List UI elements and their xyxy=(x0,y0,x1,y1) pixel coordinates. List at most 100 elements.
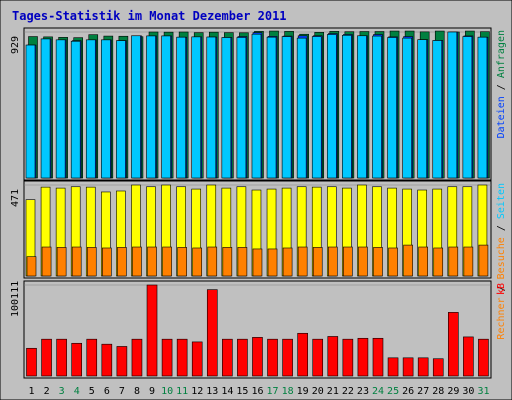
bar-besuche-30 xyxy=(463,246,474,277)
bar-dateien-2 xyxy=(40,38,51,179)
bar-dateien-1 xyxy=(25,44,36,179)
bar-besuche-28 xyxy=(433,247,444,277)
bar-dateien-24 xyxy=(372,35,382,179)
x-label-day-10: 10 xyxy=(161,386,173,397)
bar-kb-10 xyxy=(161,338,173,377)
bar-besuche-21 xyxy=(327,246,338,277)
bar-dateien-12 xyxy=(191,36,202,179)
bar-dateien-29 xyxy=(447,31,458,179)
x-label-day-29: 29 xyxy=(447,386,459,397)
bar-kb-9 xyxy=(146,284,158,377)
bar-dateien-14 xyxy=(221,37,232,179)
bar-dateien-13 xyxy=(206,36,217,179)
x-label-day-21: 21 xyxy=(327,386,339,397)
bar-dateien-5 xyxy=(85,39,96,179)
bar-besuche-19 xyxy=(297,246,308,277)
bar-kb-6 xyxy=(101,343,113,377)
right-label-mid: Rechner / Besuche / Seiten xyxy=(496,183,507,340)
bar-dateien-26 xyxy=(402,37,412,179)
bar-kb-7 xyxy=(116,346,128,377)
x-label-day-17: 17 xyxy=(267,386,279,397)
bar-kb-21 xyxy=(327,336,339,377)
bar-kb-2 xyxy=(41,338,52,377)
x-label-day-30: 30 xyxy=(462,386,474,397)
bar-kb-8 xyxy=(131,338,143,377)
bar-besuche-26 xyxy=(403,244,413,277)
x-label-day-14: 14 xyxy=(221,386,233,397)
bar-besuche-31 xyxy=(478,244,489,277)
bar-kb-29 xyxy=(448,312,459,377)
x-label-day-11: 11 xyxy=(176,386,188,397)
x-label-day-25: 25 xyxy=(387,386,399,397)
y-max-label-bottom: 100111 xyxy=(10,281,21,317)
bar-kb-24 xyxy=(372,337,384,377)
right-label-part: Dateien xyxy=(496,96,507,138)
bar-dateien-7 xyxy=(116,40,126,179)
x-label-day-22: 22 xyxy=(342,386,354,397)
bar-besuche-7 xyxy=(117,247,127,277)
x-label-day-27: 27 xyxy=(417,386,429,397)
bar-dateien-3 xyxy=(55,39,66,179)
panel-mid: 471 Rechner / Besuche / Seiten xyxy=(10,180,507,340)
chart-title: Tages-Statistik im Monat Dezember 2011 xyxy=(12,9,287,23)
bar-kb-5 xyxy=(86,338,98,377)
panel-top: 929 Dateien / Anfragen xyxy=(10,27,507,181)
bar-kb-26 xyxy=(402,357,414,377)
bar-dateien-10 xyxy=(161,35,171,179)
right-label-part: Seiten xyxy=(496,183,507,219)
bar-besuche-17 xyxy=(267,248,278,277)
x-label-day-31: 31 xyxy=(477,386,489,397)
bar-kb-4 xyxy=(71,342,82,377)
bar-besuche-3 xyxy=(56,247,67,277)
x-label-day-13: 13 xyxy=(206,386,218,397)
x-label-day-1: 1 xyxy=(29,386,35,397)
bar-kb-1 xyxy=(26,347,37,377)
x-label-day-24: 24 xyxy=(372,386,384,397)
bar-dateien-9 xyxy=(146,35,156,179)
x-label-day-16: 16 xyxy=(251,386,263,397)
x-label-day-2: 2 xyxy=(44,386,50,397)
bar-dateien-19 xyxy=(296,37,307,179)
bar-kb-13 xyxy=(206,289,218,377)
bar-kb-18 xyxy=(282,338,293,377)
bar-kb-25 xyxy=(387,357,399,377)
right-label-part: Anfragen xyxy=(496,30,507,78)
bar-besuche-27 xyxy=(418,246,428,277)
bar-besuche-6 xyxy=(102,247,112,277)
bar-besuche-15 xyxy=(237,247,248,277)
x-label-day-5: 5 xyxy=(89,386,95,397)
bar-dateien-31 xyxy=(477,36,488,179)
x-label-day-18: 18 xyxy=(282,386,294,397)
bar-besuche-16 xyxy=(252,248,263,277)
x-label-day-8: 8 xyxy=(134,386,140,397)
bar-besuche-1 xyxy=(26,256,37,277)
x-label-day-23: 23 xyxy=(357,386,369,397)
bar-dateien-30 xyxy=(462,36,473,179)
bar-besuche-24 xyxy=(373,247,383,277)
x-label-day-12: 12 xyxy=(191,386,203,397)
bar-dateien-11 xyxy=(176,36,186,179)
x-label-day-9: 9 xyxy=(149,386,155,397)
bar-besuche-14 xyxy=(222,247,233,277)
x-label-day-7: 7 xyxy=(119,386,125,397)
bar-besuche-4 xyxy=(71,246,82,277)
bar-kb-12 xyxy=(191,341,203,377)
bar-besuche-10 xyxy=(162,246,172,277)
bar-dateien-25 xyxy=(387,37,397,179)
panels: 929 Dateien / Anfragen 471 Rechner / Besuch… xyxy=(10,27,507,379)
bar-kb-16 xyxy=(252,337,263,377)
bar-dateien-6 xyxy=(101,39,111,179)
bar-besuche-23 xyxy=(358,246,368,277)
right-label-part: kB xyxy=(496,283,507,295)
bar-besuche-18 xyxy=(282,247,293,277)
x-label-day-3: 3 xyxy=(59,386,65,397)
bar-kb-28 xyxy=(432,358,444,377)
x-axis-labels: 1 2 3 4 5 6 7 8 9 10 11 12 13 14 15 16 17 18 19 20 21 22 23 24 2… xyxy=(29,386,490,397)
panel-bottom: 100111 kB xyxy=(10,280,507,379)
bar-dateien-23 xyxy=(357,35,367,179)
bar-dateien-4 xyxy=(70,40,81,179)
bar-kb-3 xyxy=(56,338,67,377)
bar-kb-19 xyxy=(297,332,308,377)
